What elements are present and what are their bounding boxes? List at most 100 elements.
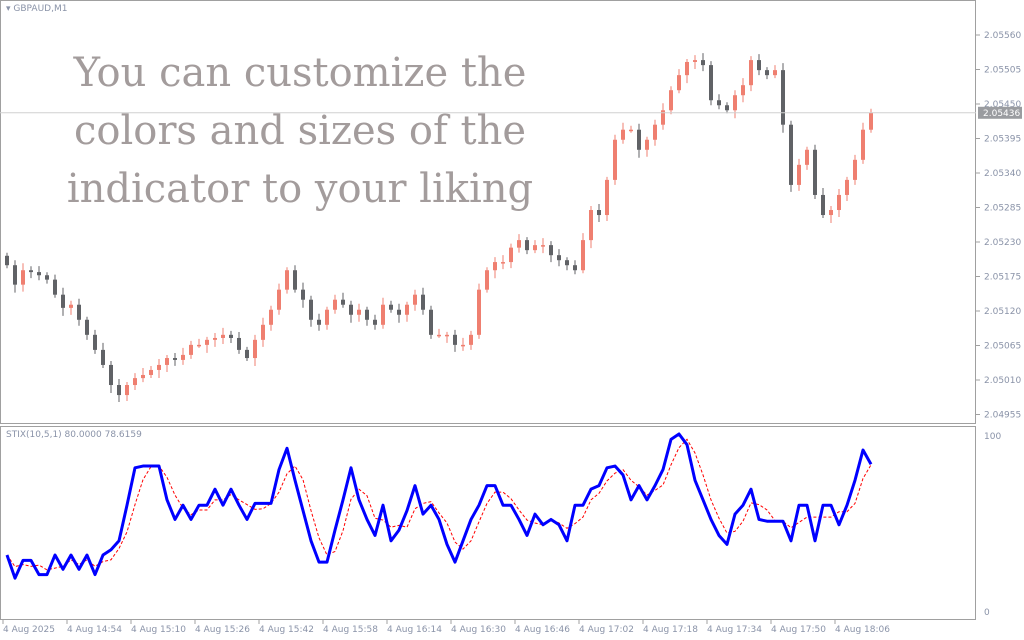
candle <box>117 379 121 403</box>
candle <box>437 328 441 338</box>
price-tick-label: 2.05340 <box>984 169 1021 179</box>
candle <box>445 331 449 343</box>
candle <box>413 289 417 311</box>
candle <box>421 287 425 315</box>
candle <box>813 144 817 199</box>
price-tick-label: 2.05175 <box>984 273 1021 283</box>
candle <box>61 287 65 316</box>
candle <box>821 187 825 219</box>
time-tick-label: 4 Aug 14:54 <box>67 625 122 635</box>
candle <box>301 282 305 308</box>
candle <box>133 373 137 391</box>
candle <box>349 300 353 323</box>
candle <box>373 314 377 330</box>
candle <box>293 265 297 293</box>
candle <box>629 125 633 133</box>
candle <box>709 61 713 106</box>
candle <box>69 300 73 315</box>
candle <box>29 266 33 279</box>
candle <box>317 313 321 331</box>
main-chart-frame <box>0 0 976 424</box>
candle <box>173 353 177 366</box>
candle <box>21 263 25 292</box>
candle <box>205 336 209 353</box>
candles <box>5 53 873 403</box>
price-tick-label: 2.05395 <box>984 135 1021 145</box>
candle <box>621 122 625 144</box>
time-tick-label: 4 Aug 15:10 <box>131 625 186 635</box>
candle <box>701 53 705 72</box>
overlay-caption: You can customize the colors and sizes o… <box>30 44 570 218</box>
price-axis: 2.05560 2.05505 2.05450 2.05395 2.05340 2.052… <box>0 31 1022 618</box>
candle <box>165 355 169 372</box>
dropdown-triangle-icon: ▾ <box>6 4 11 14</box>
candle <box>613 134 617 185</box>
candle <box>453 329 457 352</box>
candle <box>837 188 841 218</box>
candle <box>309 295 313 327</box>
price-tick-label: 2.05450 <box>984 100 1021 110</box>
stochastic-main-line <box>5 432 873 580</box>
price-tick-label: 2.05120 <box>984 307 1021 317</box>
candle <box>677 69 681 94</box>
time-tick-label: 4 Aug 17:50 <box>771 625 826 635</box>
candle <box>333 294 337 314</box>
candle <box>829 206 833 224</box>
candle <box>773 65 777 79</box>
candle <box>741 78 745 103</box>
candle <box>477 283 481 339</box>
candle <box>37 266 41 281</box>
candle <box>221 327 225 344</box>
time-tick-label: 4 Aug 2025 <box>3 625 55 635</box>
candle <box>141 367 145 383</box>
candle <box>109 360 113 394</box>
stochastic-signal-line <box>6 438 872 571</box>
price-tick-label: 2.05505 <box>984 66 1021 76</box>
candle <box>765 67 769 80</box>
candle <box>573 260 577 275</box>
candle <box>669 86 673 115</box>
candle <box>13 260 17 293</box>
candle <box>125 382 129 402</box>
current-price-label: 2.05436 <box>983 109 1020 119</box>
time-tick-label: 4 Aug 15:42 <box>259 625 314 635</box>
price-tick-label: 2.05560 <box>984 31 1021 41</box>
candle <box>85 316 89 340</box>
candle <box>189 340 193 359</box>
candle <box>405 301 409 322</box>
candle <box>797 158 801 191</box>
candle <box>469 330 473 350</box>
candle <box>485 267 489 293</box>
candle <box>53 274 57 298</box>
candle <box>645 136 649 157</box>
candle <box>101 342 105 368</box>
price-tick-label: 2.05065 <box>984 342 1021 352</box>
time-tick-label: 4 Aug 16:46 <box>515 625 570 635</box>
price-tick-label: 2.05230 <box>984 238 1021 248</box>
candle <box>493 257 497 279</box>
time-tick-label: 4 Aug 15:26 <box>195 625 250 635</box>
candle <box>749 56 753 92</box>
indicator-tick-label: 100 <box>984 432 1001 442</box>
candle <box>557 249 561 267</box>
indicator-tick-label: 0 <box>984 608 990 618</box>
stochastic-lines <box>5 432 873 580</box>
price-tick-label: 2.04955 <box>984 411 1021 421</box>
time-tick-label: 4 Aug 17:18 <box>643 625 698 635</box>
candle <box>637 123 641 158</box>
overlay-line: indicator to your liking <box>66 166 534 212</box>
candle <box>509 243 513 269</box>
chart-title[interactable]: ▾ GBPAUD,M1 <box>6 4 68 14</box>
candle <box>397 303 401 323</box>
candle <box>533 240 537 254</box>
candle <box>277 283 281 315</box>
time-tick-label: 4 Aug 16:30 <box>451 625 506 635</box>
candle <box>845 176 849 201</box>
candle <box>197 338 201 348</box>
candle <box>381 297 385 329</box>
candle <box>525 237 529 255</box>
time-tick-label: 4 Aug 17:02 <box>579 625 634 635</box>
price-tick-label: 2.05010 <box>984 376 1021 386</box>
time-tick-label: 4 Aug 16:14 <box>387 625 442 635</box>
